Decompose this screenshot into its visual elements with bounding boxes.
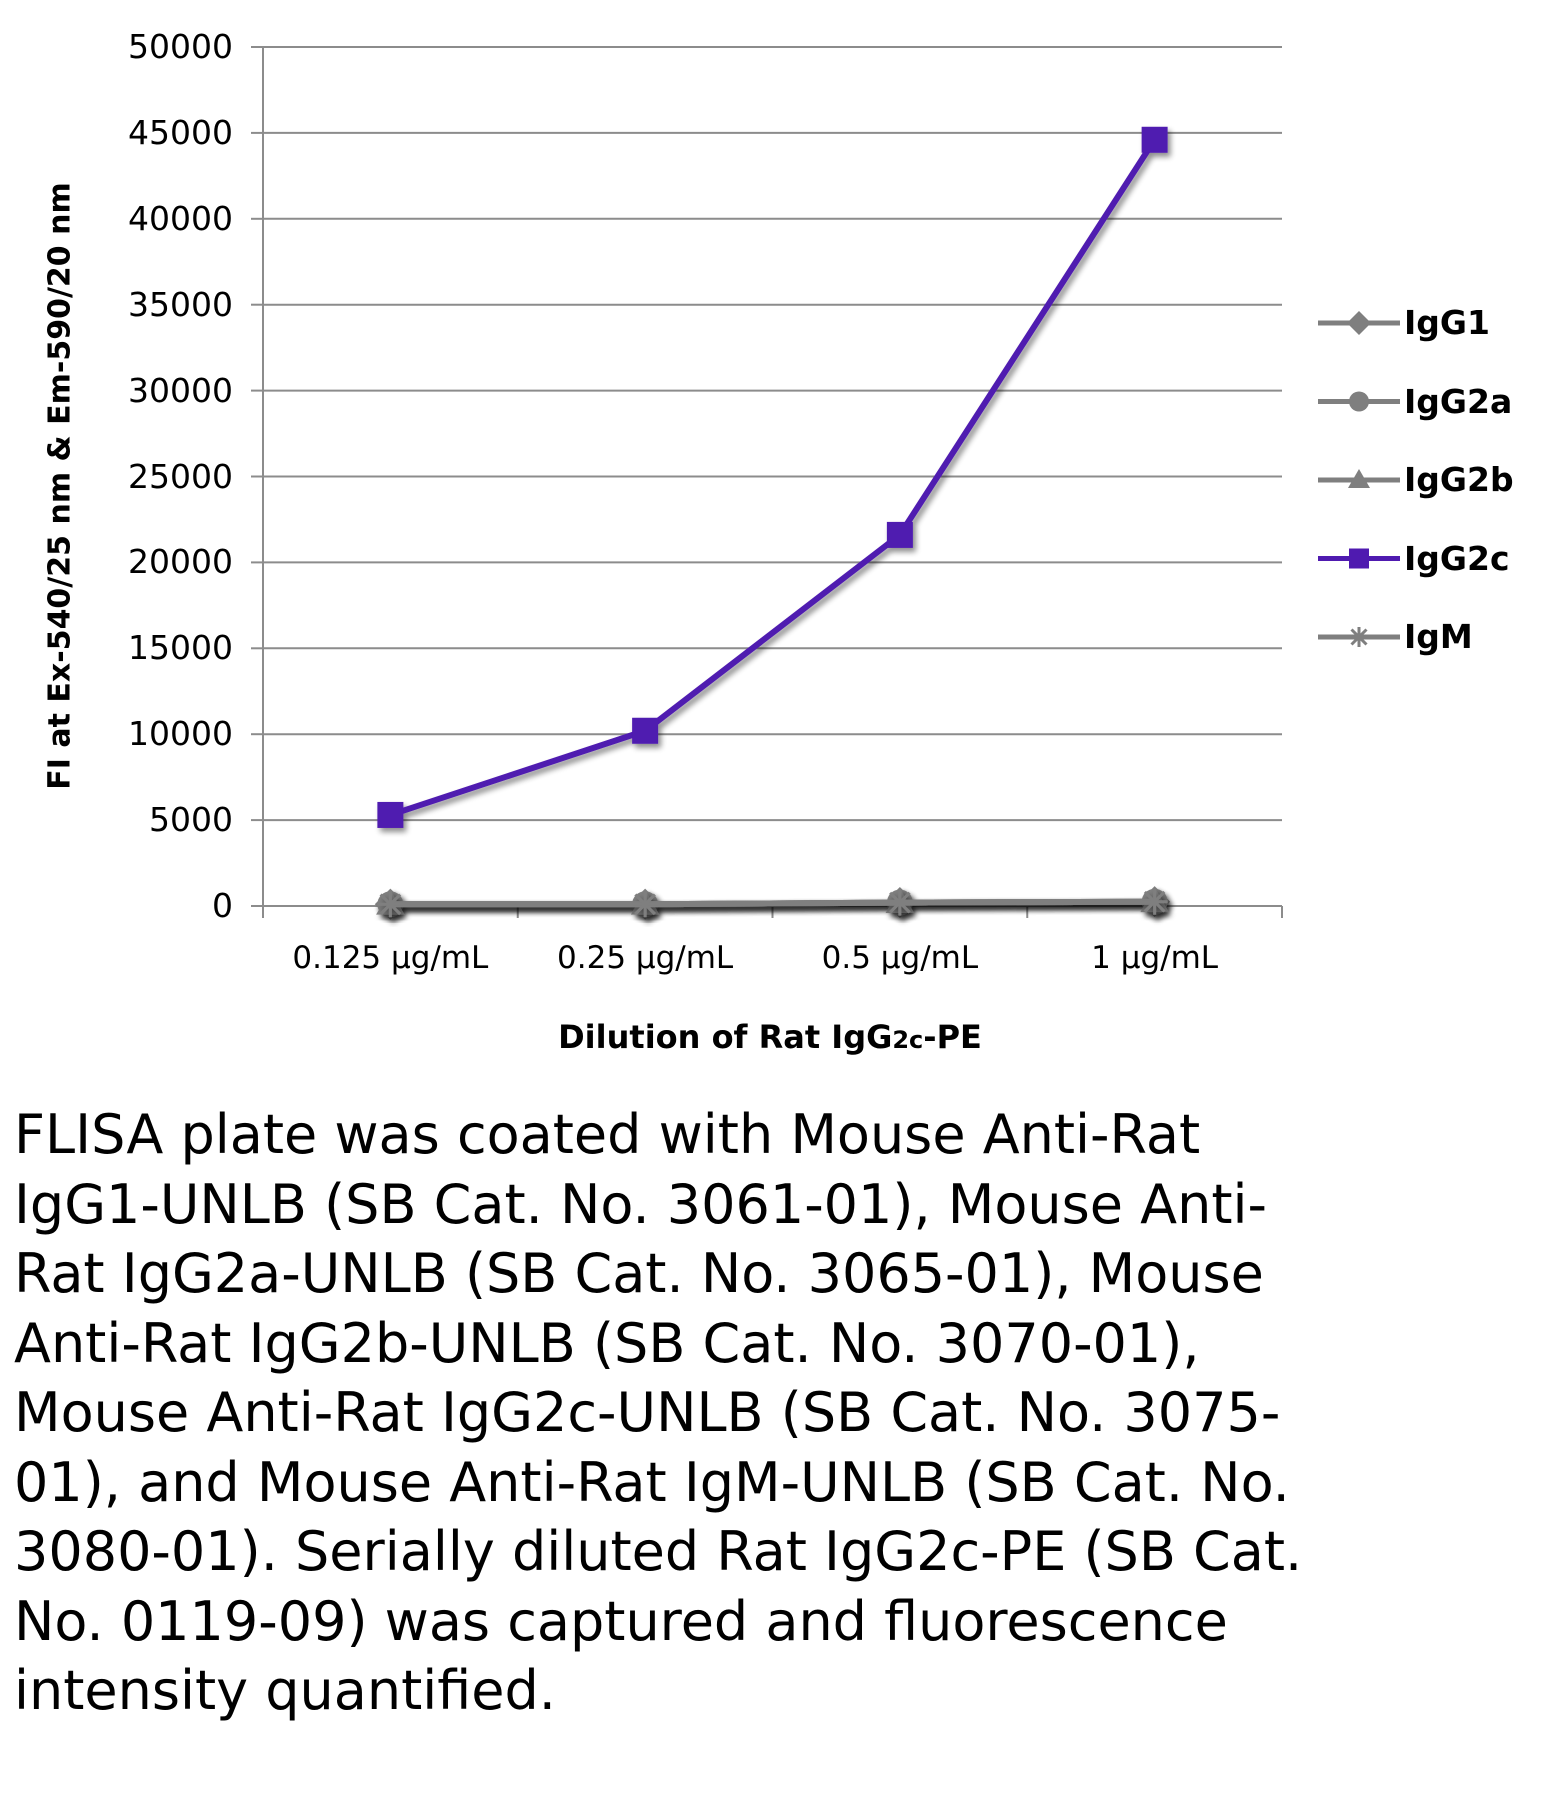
- y-tick-label: 20000: [128, 542, 233, 582]
- data-point: [632, 717, 659, 744]
- caption: FLISA plate was coated with Mouse Anti-R…: [14, 1103, 1303, 1722]
- y-tick-label: 0: [212, 886, 233, 925]
- y-tick-label: 50000: [128, 27, 233, 66]
- legend-label: IgM: [1404, 617, 1473, 656]
- legend-swatch-IgG2c: [1318, 548, 1400, 569]
- legend-label: IgG1: [1404, 303, 1490, 342]
- series: [374, 126, 1171, 920]
- legend-swatch-IgG2b: [1318, 469, 1400, 488]
- y-tick-label: 5000: [149, 800, 233, 840]
- chart: 0 5000 10000 15000 20000 25000 30000 35000 40000…: [42, 27, 1514, 1056]
- legend-swatch-IgM: [1318, 627, 1400, 647]
- legend-label: IgG2c: [1404, 538, 1510, 578]
- series-IgM: [377, 888, 1168, 918]
- y-tick-label: 35000: [128, 284, 233, 324]
- gridlines: [263, 46, 1282, 822]
- data-point: [632, 891, 659, 918]
- legend-swatch-IgG1: [1318, 311, 1400, 335]
- series-IgG2c: [377, 126, 1168, 828]
- x-tick-label: 0.5 µg/mL: [821, 940, 979, 976]
- y-tick-label: 10000: [128, 714, 233, 754]
- legend-label: IgG2a: [1404, 381, 1513, 421]
- y-tick-label: 30000: [128, 370, 233, 410]
- y-tick-label: 15000: [128, 628, 233, 668]
- data-point: [1141, 126, 1168, 153]
- data-point: [886, 521, 913, 548]
- legend-label: IgG2b: [1404, 460, 1514, 499]
- data-point: [377, 891, 404, 918]
- y-tick-label: 25000: [128, 456, 233, 496]
- data-point: [377, 801, 404, 828]
- series-line: [389, 138, 1158, 818]
- legend-markers: [1318, 311, 1400, 647]
- series-line: [390, 898, 1155, 908]
- data-point: [886, 889, 913, 916]
- y-tick-label: 40000: [128, 198, 233, 238]
- axes: [251, 46, 1283, 918]
- chart-svg: [251, 46, 1400, 920]
- data-point: [1141, 888, 1168, 915]
- x-axis-label: Dilution of Rat IgG2c-PE: [558, 1018, 982, 1056]
- y-axis-label: FI at Ex-540/25 nm & Em-590/20 nm: [42, 182, 78, 790]
- y-tick-label: 45000: [128, 112, 233, 152]
- legend-swatch-IgG2a: [1318, 391, 1400, 412]
- x-tick-label: 0.25 µg/mL: [557, 940, 734, 976]
- x-tick-label: 1 µg/mL: [1091, 940, 1219, 976]
- x-tick-label: 0.125 µg/mL: [292, 940, 489, 976]
